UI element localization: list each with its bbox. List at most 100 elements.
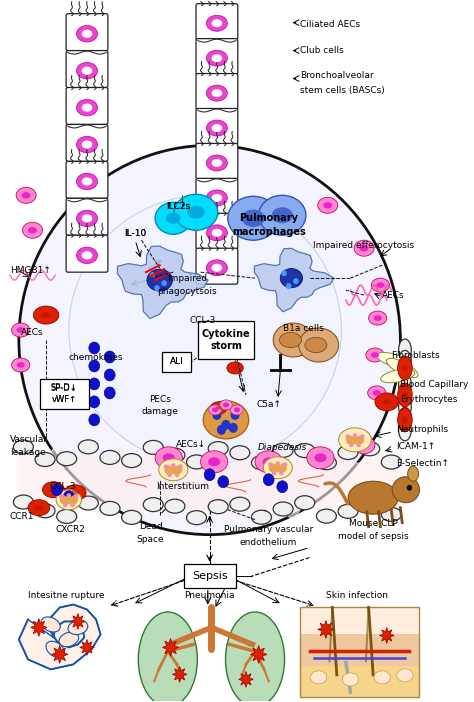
Ellipse shape	[360, 245, 369, 251]
Bar	[301, 635, 419, 666]
Ellipse shape	[43, 482, 64, 498]
Text: Space: Space	[137, 535, 164, 544]
Circle shape	[171, 463, 175, 468]
Text: Impaired: Impaired	[167, 274, 207, 283]
Ellipse shape	[76, 136, 98, 153]
Ellipse shape	[35, 505, 43, 510]
Text: Diapedesis: Diapedesis	[257, 443, 307, 452]
Ellipse shape	[399, 419, 411, 441]
Text: Interstitium: Interstitium	[156, 482, 209, 491]
Text: B1a cells: B1a cells	[283, 324, 324, 333]
Circle shape	[272, 470, 276, 475]
Ellipse shape	[187, 510, 207, 524]
FancyBboxPatch shape	[66, 13, 108, 51]
Ellipse shape	[316, 509, 337, 523]
Ellipse shape	[76, 100, 98, 116]
Ellipse shape	[206, 85, 228, 101]
Text: IL-10: IL-10	[124, 229, 146, 238]
Ellipse shape	[263, 458, 275, 466]
Ellipse shape	[187, 206, 205, 218]
FancyBboxPatch shape	[198, 321, 254, 359]
Circle shape	[356, 442, 361, 447]
Circle shape	[353, 433, 357, 438]
Ellipse shape	[76, 247, 98, 263]
Ellipse shape	[374, 671, 391, 684]
FancyBboxPatch shape	[66, 88, 108, 124]
FancyBboxPatch shape	[196, 213, 238, 249]
Ellipse shape	[353, 436, 375, 453]
Ellipse shape	[219, 344, 236, 356]
Ellipse shape	[295, 496, 315, 510]
Ellipse shape	[143, 440, 163, 454]
Polygon shape	[31, 618, 47, 637]
Ellipse shape	[382, 399, 392, 404]
Text: Erythrocytes: Erythrocytes	[401, 395, 458, 404]
Polygon shape	[318, 621, 334, 638]
Text: model of sepsis: model of sepsis	[338, 532, 409, 541]
Text: ALI: ALI	[170, 357, 184, 366]
Ellipse shape	[209, 405, 221, 415]
FancyBboxPatch shape	[66, 124, 108, 161]
Circle shape	[293, 278, 299, 284]
Ellipse shape	[174, 194, 218, 230]
Ellipse shape	[252, 510, 272, 524]
Text: CCL-3: CCL-3	[190, 316, 216, 324]
Ellipse shape	[13, 440, 33, 454]
Ellipse shape	[252, 456, 272, 470]
Ellipse shape	[76, 173, 98, 190]
Circle shape	[346, 435, 350, 439]
Text: E-Selectin↑: E-Selectin↑	[396, 459, 449, 468]
Polygon shape	[71, 614, 85, 630]
Ellipse shape	[82, 214, 92, 223]
Text: IL-10: IL-10	[124, 229, 146, 238]
Ellipse shape	[122, 510, 142, 524]
Ellipse shape	[165, 499, 185, 513]
Ellipse shape	[11, 323, 30, 337]
Ellipse shape	[399, 373, 411, 395]
Text: Dead: Dead	[139, 522, 163, 531]
Text: Vascular: Vascular	[10, 435, 48, 444]
Polygon shape	[80, 640, 94, 656]
Ellipse shape	[13, 495, 33, 509]
Ellipse shape	[211, 54, 222, 62]
Circle shape	[89, 414, 100, 426]
Ellipse shape	[206, 260, 228, 276]
Ellipse shape	[16, 187, 36, 204]
Circle shape	[218, 476, 229, 488]
Circle shape	[263, 474, 274, 486]
Text: Pulmonary: Pulmonary	[239, 213, 298, 223]
Text: endothelium: endothelium	[240, 538, 297, 547]
Polygon shape	[380, 628, 394, 644]
FancyBboxPatch shape	[196, 39, 238, 74]
Text: Intesitne rupture: Intesitne rupture	[28, 591, 104, 600]
Ellipse shape	[164, 465, 172, 475]
FancyBboxPatch shape	[196, 178, 238, 214]
Text: Sepsis: Sepsis	[192, 571, 228, 581]
Ellipse shape	[82, 251, 92, 260]
Ellipse shape	[232, 366, 238, 370]
Ellipse shape	[41, 312, 51, 318]
Ellipse shape	[28, 500, 50, 516]
Ellipse shape	[397, 669, 413, 682]
Ellipse shape	[314, 453, 327, 462]
Circle shape	[174, 472, 179, 477]
Ellipse shape	[216, 406, 222, 410]
Circle shape	[283, 463, 287, 468]
Ellipse shape	[230, 446, 250, 460]
Ellipse shape	[143, 498, 163, 512]
Ellipse shape	[376, 282, 384, 288]
Ellipse shape	[316, 456, 337, 470]
Text: Bronchoalveolar: Bronchoalveolar	[301, 71, 374, 80]
Ellipse shape	[338, 504, 358, 518]
Ellipse shape	[323, 202, 332, 208]
Ellipse shape	[402, 391, 408, 399]
Ellipse shape	[299, 328, 338, 362]
Ellipse shape	[71, 495, 78, 504]
Circle shape	[164, 464, 168, 469]
Ellipse shape	[82, 29, 92, 38]
Text: PECs: PECs	[149, 395, 171, 404]
Text: HMGB1↑: HMGB1↑	[10, 265, 51, 274]
Circle shape	[104, 369, 115, 381]
Ellipse shape	[208, 500, 228, 514]
Ellipse shape	[57, 510, 77, 524]
